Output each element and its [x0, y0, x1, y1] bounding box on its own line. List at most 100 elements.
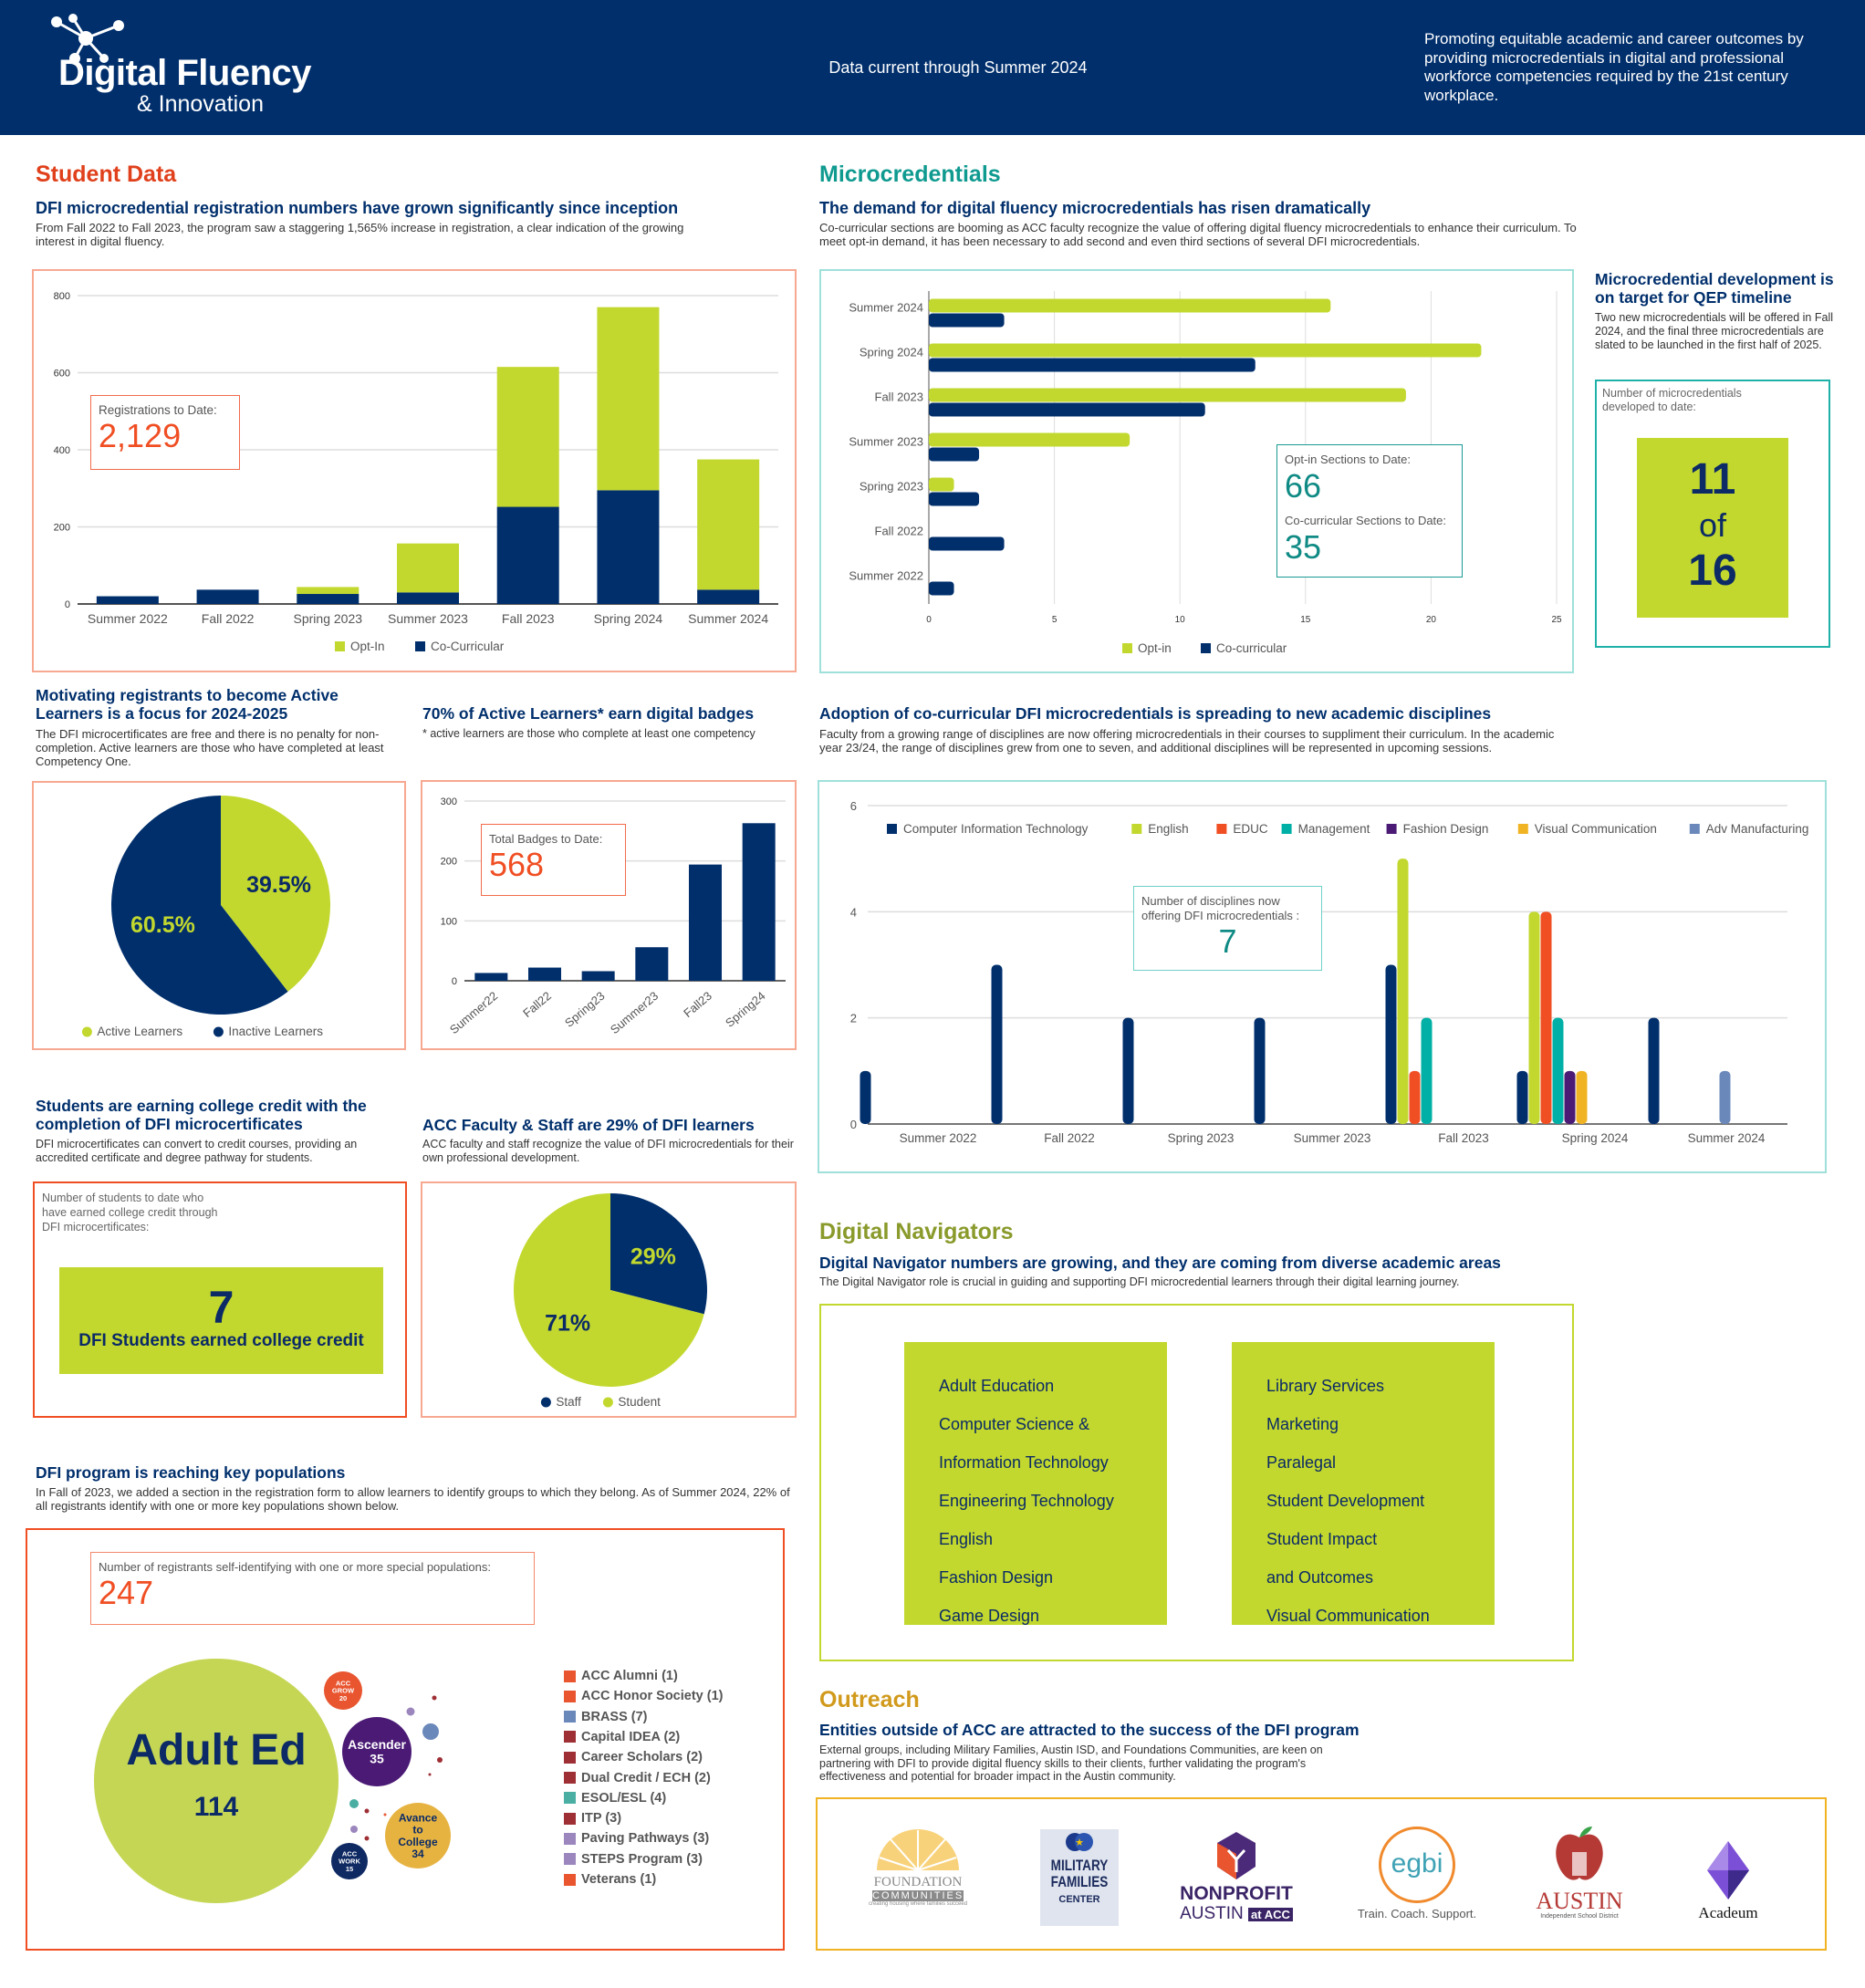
logo-acadeum: Acadeum — [1683, 1841, 1774, 1923]
y-tick-label: Summer 2022 — [849, 569, 923, 583]
legend-label: Adv Manufacturing — [1706, 822, 1809, 836]
bar-co-curricular — [697, 589, 760, 604]
bar-computer-information-technology — [1254, 1017, 1266, 1124]
badges-callout: Total Badges to Date: 568 — [481, 824, 626, 896]
x-tick-label: Spring 2024 — [1562, 1131, 1629, 1145]
registrations-callout-label: Registrations to Date: — [99, 403, 217, 417]
navigators-card: Adult Education Computer Science & Infor… — [819, 1304, 1574, 1661]
y-tick-label: 0 — [452, 976, 457, 987]
outreach-body: External groups, including Military Fami… — [819, 1743, 1323, 1783]
legend-label: Computer Information Technology — [903, 822, 1089, 836]
populations-callout: Number of registrants self-identifying w… — [90, 1552, 535, 1625]
nonprofit-cube-icon — [1217, 1832, 1255, 1879]
bubble-label: Avance — [399, 1811, 438, 1824]
legend-label: Dual Credit / ECH (2) — [581, 1770, 711, 1785]
active-learners-body: The DFI microcertificates are free and t… — [36, 727, 384, 768]
logo-text: CENTER — [1058, 1894, 1100, 1905]
sections-chart-card: 0 5 10 15 20 25 Summer 2024 Spring 2024 Fall 202… — [819, 269, 1574, 673]
legend-swatch — [1689, 824, 1700, 834]
populations-callout-label: Number of registrants self-identifying w… — [99, 1560, 491, 1574]
legend-item: Paving Pathways (3) — [564, 1831, 709, 1846]
y-tick-label: 400 — [54, 445, 70, 456]
bar-computer-information-technology — [1648, 1017, 1660, 1124]
y-tick-label: 800 — [54, 291, 70, 302]
logo-text: AUSTIN — [1536, 1888, 1623, 1914]
bar-opt-in — [929, 432, 1130, 447]
legend-label: BRASS (7) — [581, 1709, 648, 1724]
bar-co-curricular — [929, 581, 954, 596]
navigator-area: Engineering Technology — [939, 1492, 1114, 1510]
legend-label: Capital IDEA (2) — [581, 1729, 681, 1744]
legend-item: BRASS (7) — [564, 1710, 648, 1724]
logo-text: FAMILIES — [1050, 1873, 1109, 1890]
legend-label: Opt-In — [350, 640, 385, 653]
svg-text:★: ★ — [1075, 1837, 1084, 1848]
sections-callout: Opt-in Sections to Date: 66 Co-curricula… — [1276, 444, 1463, 578]
outreach-logos-card: FOUNDATION COMMUNITIES creating housing … — [816, 1797, 1827, 1951]
registrations-callout-value: 2,129 — [99, 417, 182, 454]
badges-callout-label: Total Badges to Date: — [489, 832, 603, 846]
bar-computer-information-technology — [991, 964, 1003, 1124]
y-tick-label: Spring 2023 — [860, 480, 923, 494]
bar-opt-in — [597, 307, 660, 491]
populations-card: Number of registrants self-identifying w… — [26, 1528, 785, 1951]
badges-heading: 70% of Active Learners* earn digital bad… — [422, 704, 755, 723]
registration-heading: DFI microcredential registration numbers… — [36, 199, 679, 217]
faculty-staff-card: 29% 71% Staff Student — [421, 1181, 797, 1418]
x-tick-label: Spring23 — [562, 989, 608, 1030]
disciplines-chart: 0 2 4 6 Summer 2022 Fall 2022 Spring 2023 Summe… — [850, 799, 1809, 1145]
bar-educ — [1409, 1070, 1421, 1124]
legend-item: ACC Alumni (1) — [564, 1669, 678, 1683]
legend-label: English — [1148, 822, 1188, 836]
mission-statement: Promoting equitable academic and career … — [1424, 30, 1804, 104]
legend-swatch — [564, 1690, 576, 1702]
x-tick-label: Spring 2024 — [594, 611, 663, 626]
legend-swatch — [415, 641, 425, 651]
bubble-value: 15 — [346, 1865, 353, 1873]
sunburst-icon — [877, 1829, 959, 1871]
logo-foundation-communities: FOUNDATION COMMUNITIES creating housing … — [863, 1827, 973, 1918]
legend-swatch — [564, 1873, 576, 1886]
logo-title: Digital Fluency — [58, 53, 312, 93]
bubble-label: ACC — [342, 1849, 358, 1858]
legend-swatch — [564, 1731, 576, 1743]
bar — [528, 967, 561, 981]
y-tick-label: 100 — [441, 916, 457, 927]
outreach-heading: Entities outside of ACC are attracted to… — [819, 1721, 1360, 1739]
x-tick-label: 25 — [1551, 615, 1562, 625]
bar-opt-in — [397, 543, 459, 593]
bar-co-curricular — [196, 589, 259, 604]
legend-swatch — [564, 1792, 576, 1805]
bar — [742, 823, 776, 981]
bar-co-curricular — [929, 447, 980, 462]
badges-chart: 0 100 200 300 Summer22 Fall22 Spring23 Summer23… — [441, 796, 786, 1036]
disciplines-chart-card: 0 2 4 6 Summer 2022 Fall 2022 Spring 2023 Summe… — [818, 780, 1827, 1173]
minor-population-dot — [428, 1773, 432, 1776]
legend-label: ESOL/ESL (4) — [581, 1790, 667, 1806]
developed-value: 11 — [1689, 455, 1736, 504]
legend-swatch — [564, 1772, 576, 1784]
bar — [635, 947, 669, 981]
pie-label: 71% — [545, 1310, 590, 1336]
legend-dot — [602, 1397, 613, 1408]
y-tick-label: 200 — [54, 523, 70, 534]
logo-text: COMMUNITIES — [872, 1890, 964, 1901]
legend-label: Staff — [556, 1395, 581, 1409]
logo-text: FOUNDATION — [873, 1875, 963, 1889]
qep-heading: Microcredential development is on target… — [1595, 270, 1834, 307]
y-tick-label: 4 — [850, 905, 857, 919]
populations-callout-value: 247 — [99, 1574, 154, 1611]
navigators-body: The Digital Navigator role is crucial in… — [819, 1275, 1460, 1288]
legend-label: Management — [1298, 822, 1370, 836]
college-credit-value: 7 — [208, 1282, 234, 1333]
college-credit-tile: 7 DFI Students earned college credit — [59, 1267, 383, 1374]
x-tick-label: 20 — [1426, 615, 1437, 625]
optin-sections-label: Opt-in Sections to Date: — [1285, 453, 1412, 466]
data-current-note: Data current through Summer 2024 — [828, 58, 1088, 77]
legend-swatch — [564, 1832, 576, 1845]
x-tick-label: Fall 2022 — [202, 611, 255, 626]
cocurricular-sections-value: 35 — [1285, 528, 1322, 566]
minor-population-dot — [406, 1707, 415, 1716]
legend-item: ESOL/ESL (4) — [564, 1791, 666, 1806]
legend-item: STEPS Program (3) — [564, 1852, 703, 1867]
